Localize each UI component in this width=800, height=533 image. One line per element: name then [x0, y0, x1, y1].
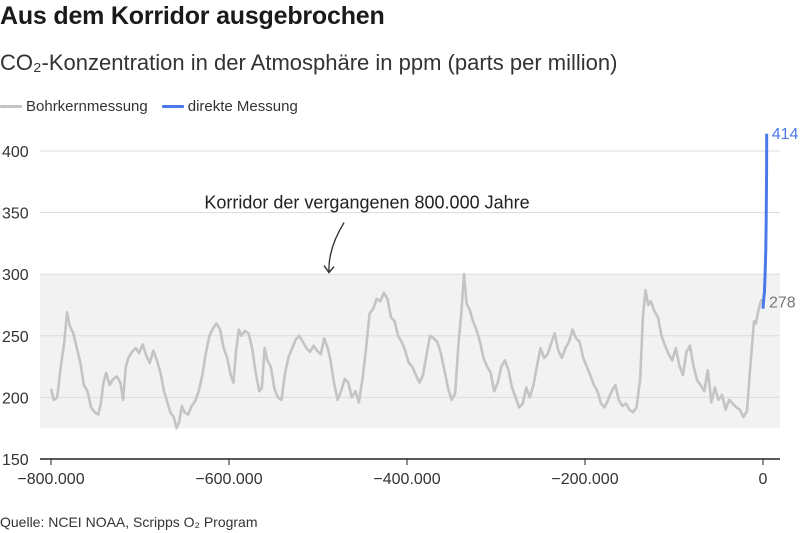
legend-swatch-direkte-messung — [161, 105, 184, 108]
series-line-direkte-messung — [761, 133, 769, 309]
y-tick-label: 300 — [2, 267, 29, 284]
legend-label-direkte-messung: direkte Messung — [187, 98, 298, 115]
x-tick-label: −200.000 — [551, 471, 618, 488]
series-line-bohrkernmessung — [49, 272, 764, 430]
y-tick-label: 150 — [2, 452, 29, 469]
y-axis-ticks: 150 200 250 300 350 400 — [2, 144, 29, 469]
legend-item-bohrkernmessung: Bohrkernmessung — [0, 98, 148, 115]
annotation-text: Korridor der vergangenen 800.000 Jahre — [204, 193, 529, 213]
legend-item-direkte-messung: direkte Messung — [161, 98, 298, 115]
source-note: Quelle: NCEI NOAA, Scripps O₂ Program — [0, 514, 258, 530]
chart-title: Aus dem Korridor ausgebrochen — [0, 2, 385, 30]
end-label-bohrkernmessung: 278 — [769, 294, 796, 311]
y-tick-label: 200 — [2, 390, 29, 407]
y-tick-label: 350 — [2, 206, 29, 223]
y-tick-label: 400 — [2, 144, 29, 161]
annotation-arrow — [323, 222, 345, 274]
x-tick-label: −800.000 — [17, 471, 84, 488]
x-axis-ticks: −800.000 −600.000 −400.000 −200.000 0 — [17, 459, 768, 488]
corridor-band — [40, 274, 780, 429]
legend-label-bohrkernmessung: Bohrkernmessung — [26, 98, 148, 115]
y-tick-label: 250 — [2, 329, 29, 346]
grid-lines — [40, 150, 780, 460]
legend: Bohrkernmessung direkte Messung — [0, 98, 312, 115]
x-tick-label: 0 — [759, 471, 768, 488]
x-tick-label: −600.000 — [195, 471, 262, 488]
chart-subtitle: CO₂-Konzentration in der Atmosphäre in p… — [0, 50, 618, 75]
x-tick-label: −400.000 — [373, 471, 440, 488]
legend-swatch-bohrkernmessung — [0, 105, 22, 108]
end-label-direkte-messung: 414 — [772, 126, 799, 143]
